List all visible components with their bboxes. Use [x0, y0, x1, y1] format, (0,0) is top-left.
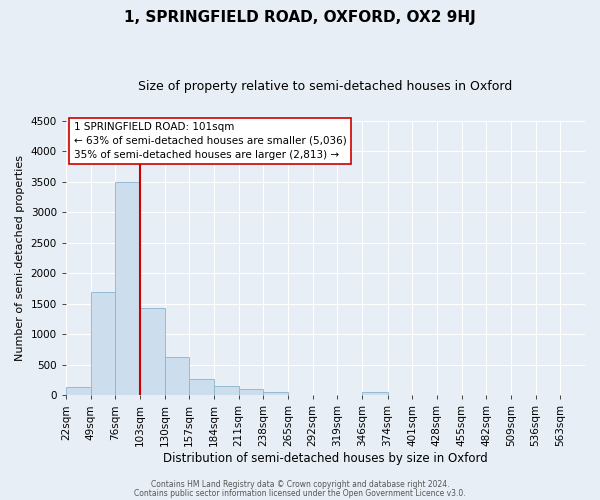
Y-axis label: Number of semi-detached properties: Number of semi-detached properties	[15, 155, 25, 361]
Bar	[140, 308, 164, 396]
Bar	[91, 292, 115, 396]
Bar	[115, 182, 140, 396]
Text: 1 SPRINGFIELD ROAD: 101sqm
← 63% of semi-detached houses are smaller (5,036)
35%: 1 SPRINGFIELD ROAD: 101sqm ← 63% of semi…	[74, 122, 346, 160]
Title: Size of property relative to semi-detached houses in Oxford: Size of property relative to semi-detach…	[138, 80, 512, 93]
Bar	[239, 390, 263, 396]
Bar	[362, 392, 388, 396]
Text: Contains public sector information licensed under the Open Government Licence v3: Contains public sector information licen…	[134, 488, 466, 498]
X-axis label: Distribution of semi-detached houses by size in Oxford: Distribution of semi-detached houses by …	[163, 452, 488, 465]
Bar	[164, 358, 189, 396]
Bar	[66, 386, 91, 396]
Text: Contains HM Land Registry data © Crown copyright and database right 2024.: Contains HM Land Registry data © Crown c…	[151, 480, 449, 489]
Bar	[189, 380, 214, 396]
Text: 1, SPRINGFIELD ROAD, OXFORD, OX2 9HJ: 1, SPRINGFIELD ROAD, OXFORD, OX2 9HJ	[124, 10, 476, 25]
Bar	[214, 386, 239, 396]
Bar	[263, 392, 288, 396]
